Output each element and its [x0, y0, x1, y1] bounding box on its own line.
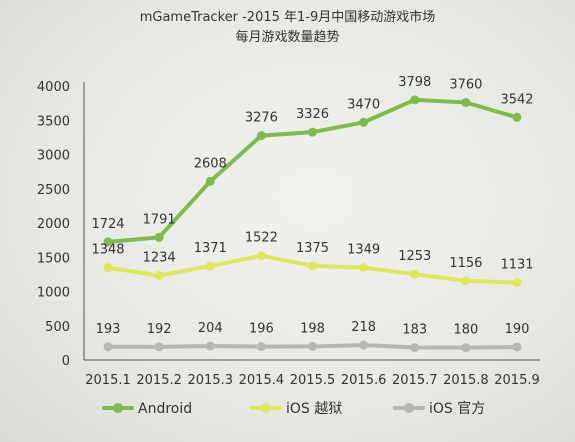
data-point [103, 237, 113, 247]
legend-marker [261, 403, 271, 413]
data-point [461, 343, 471, 353]
data-point [410, 342, 420, 352]
x-tick-label: 2015.5 [290, 373, 336, 388]
x-tick-label: 2015.2 [136, 373, 182, 388]
data-label: 1522 [245, 231, 278, 246]
data-label: 204 [198, 321, 223, 336]
legend-marker [404, 403, 414, 413]
chart-subtitle: 每月游戏数量趋势 [235, 30, 340, 45]
y-tick-label: 3500 [37, 114, 70, 129]
data-label: 180 [453, 323, 478, 338]
chart-title: mGameTracker -2015 年1-9月中国移动游戏市场 [139, 10, 436, 25]
chart-title-block: mGameTracker -2015 年1-9月中国移动游戏市场 每月游戏数量趋… [0, 8, 575, 48]
data-label: 3276 [245, 111, 278, 126]
y-tick-label: 2000 [37, 217, 70, 232]
data-point [154, 232, 164, 242]
x-tick-label: 2015.9 [494, 373, 540, 388]
data-label: 1156 [449, 256, 482, 271]
data-label: 192 [147, 322, 172, 337]
data-label: 3760 [449, 77, 482, 92]
data-point [410, 95, 420, 105]
data-point [154, 342, 164, 352]
y-tick-label: 2500 [37, 183, 70, 198]
data-point [308, 261, 317, 271]
data-label: 1253 [398, 249, 431, 264]
legend-label: Android [138, 401, 192, 417]
data-point [359, 117, 369, 127]
y-tick-label: 0 [62, 354, 70, 369]
data-point [256, 251, 266, 261]
data-point [461, 276, 471, 286]
data-point [205, 341, 215, 351]
data-label: 1234 [143, 250, 176, 265]
data-label: 3798 [398, 75, 431, 90]
data-label: 193 [96, 322, 121, 337]
data-label: 218 [351, 320, 376, 335]
data-point [359, 263, 369, 273]
data-label: 1131 [500, 258, 533, 273]
data-point [205, 261, 215, 271]
data-point [103, 263, 113, 273]
legend-marker [113, 403, 123, 413]
legend-label: iOS 官方 [429, 401, 485, 417]
data-label: 198 [300, 321, 325, 336]
data-point [256, 131, 266, 141]
data-point [103, 342, 113, 352]
data-label: 3542 [500, 92, 533, 107]
data-label: 1349 [347, 243, 380, 258]
data-point [256, 342, 266, 352]
data-label: 1375 [296, 241, 329, 256]
data-point [359, 340, 369, 350]
data-label: 190 [505, 322, 530, 337]
x-tick-label: 2015.4 [239, 373, 285, 388]
data-point [512, 112, 522, 122]
y-tick-label: 4000 [37, 80, 70, 95]
y-tick-label: 3000 [37, 149, 70, 164]
data-label: 196 [249, 322, 274, 337]
data-point [308, 341, 317, 351]
data-point [308, 127, 317, 137]
data-label: 3326 [296, 107, 329, 122]
x-tick-label: 2015.6 [341, 373, 387, 388]
data-point [512, 278, 522, 288]
y-tick-label: 1500 [37, 251, 70, 266]
x-tick-label: 2015.1 [85, 373, 131, 388]
data-label: 2608 [194, 156, 227, 171]
data-point [205, 176, 215, 186]
y-tick-label: 500 [45, 320, 70, 335]
x-tick-label: 2015.8 [443, 373, 489, 388]
x-tick-label: 2015.3 [188, 373, 234, 388]
x-tick-label: 2015.7 [392, 373, 438, 388]
data-label: 1348 [91, 243, 124, 258]
y-tick-label: 1000 [37, 286, 70, 301]
data-point [512, 342, 522, 352]
data-point [461, 97, 471, 107]
data-label: 183 [402, 322, 427, 337]
data-point [154, 270, 164, 280]
data-point [410, 269, 420, 279]
data-label: 3470 [347, 97, 380, 112]
data-label: 1724 [91, 217, 124, 232]
data-label: 1791 [143, 212, 176, 227]
legend-label: iOS 越狱 [286, 401, 342, 417]
data-label: 1371 [194, 241, 227, 256]
